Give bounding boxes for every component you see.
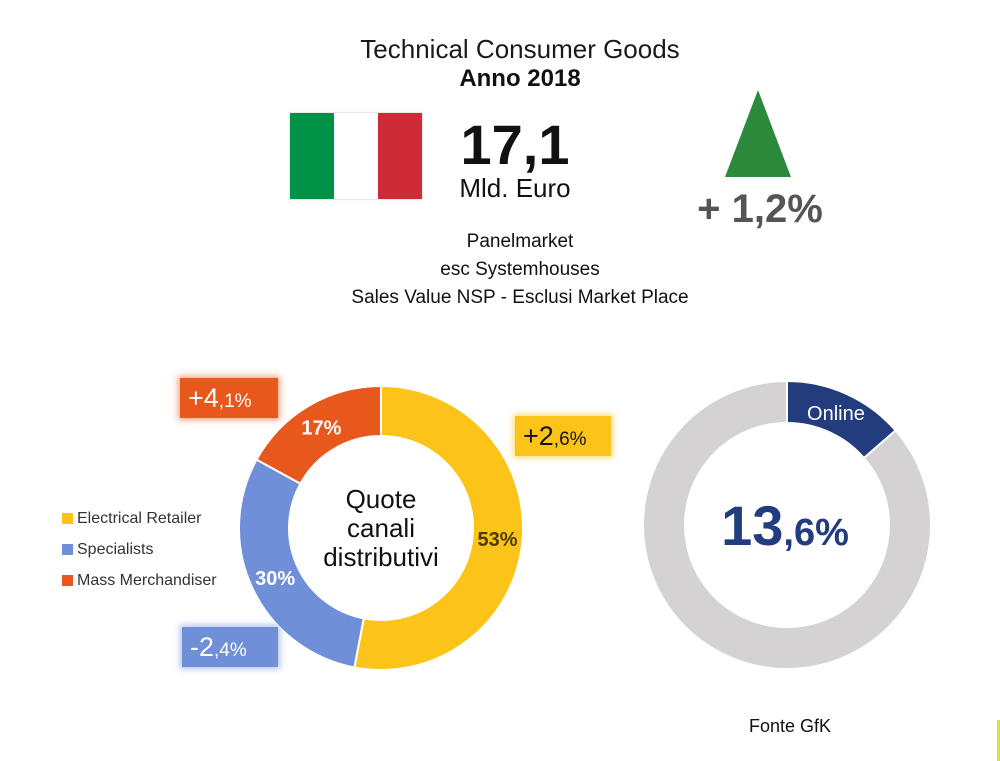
info-line-sales-value: Sales Value NSP - Esclusi Market Place: [351, 287, 689, 308]
specialists-change-badge: -2,4%: [182, 627, 278, 667]
online-share-donut: Online 13,6%: [642, 379, 932, 670]
electrical-retailer-change-badge: +2,6%: [515, 416, 611, 456]
legend-swatch: [62, 575, 73, 586]
change-main: +2: [523, 421, 554, 451]
legend-swatch: [62, 544, 73, 555]
slice-specialists: [240, 458, 365, 669]
change-main: -2: [190, 632, 215, 662]
chart-subtitle: Anno 2018: [459, 65, 581, 92]
slice-other: [642, 379, 932, 670]
flag-red-band: [378, 113, 422, 199]
legend-label: Specialists: [77, 540, 154, 558]
chart-legend: Electrical Retailer Specialists Mass Mer…: [62, 503, 262, 596]
online-share-decimal: ,6%: [783, 512, 848, 554]
change-decimal: ,1%: [218, 391, 252, 412]
slice-label-electrical-retailer: 53%: [477, 529, 517, 551]
donut-center-text: canali: [347, 513, 415, 543]
italian-flag-icon: [290, 113, 422, 199]
legend-label: Mass Merchandiser: [77, 571, 217, 589]
growth-value: + 1,2%: [697, 187, 823, 231]
flag-green-band: [290, 113, 334, 199]
donut-center-text: Quote: [346, 484, 417, 514]
market-value-unit: Mld. Euro: [459, 173, 571, 203]
online-share-value: 13,6%: [721, 494, 849, 557]
edge-accent-bar: [997, 720, 1000, 761]
slice-label-specialists: 30%: [255, 568, 295, 590]
source-note: Fonte GfK: [748, 716, 832, 736]
slice-mass-merchandiser: [255, 384, 382, 486]
slice-label-online: Online: [807, 403, 865, 425]
legend-swatch: [62, 513, 73, 524]
legend-item-specialists: Specialists: [62, 534, 262, 565]
change-main: +4: [188, 383, 219, 413]
info-line-systemhouses: esc Systemhouses: [440, 259, 600, 280]
mass-merchandiser-change-badge: +4,1%: [180, 378, 278, 418]
slice-label-mass-merchandiser: 17%: [301, 417, 341, 439]
slice-electrical-retailer: [353, 384, 524, 671]
flag-white-band: [334, 113, 378, 199]
donut-center-text: distributivi: [323, 542, 439, 572]
online-share-main: 13: [721, 494, 783, 557]
legend-item-electrical-retailer: Electrical Retailer: [62, 503, 262, 534]
tree-up-arrow-icon: [725, 90, 791, 177]
legend-item-mass-merchandiser: Mass Merchandiser: [62, 565, 262, 596]
market-value: 17,1: [460, 113, 570, 176]
info-line-panelmarket: Panelmarket: [466, 231, 574, 252]
legend-label: Electrical Retailer: [77, 509, 202, 527]
change-decimal: ,4%: [214, 640, 247, 661]
chart-title: Technical Consumer Goods: [360, 34, 680, 64]
change-decimal: ,6%: [553, 429, 587, 450]
